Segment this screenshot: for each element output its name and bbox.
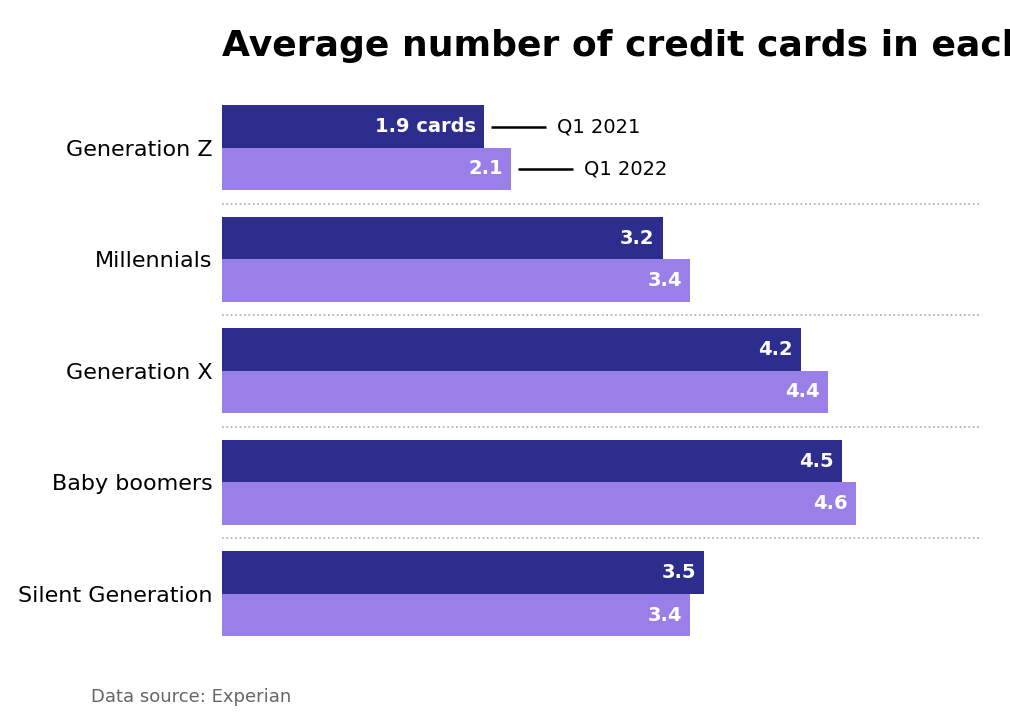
Text: Data source: Experian: Data source: Experian	[91, 688, 291, 706]
Bar	[222, 259, 691, 302]
Text: Q1 2022: Q1 2022	[585, 159, 668, 179]
Bar	[222, 552, 704, 594]
Text: 2.1: 2.1	[469, 159, 503, 179]
Text: 3.4: 3.4	[647, 606, 682, 624]
Bar	[222, 594, 691, 636]
Text: 3.5: 3.5	[662, 563, 696, 582]
Bar	[222, 482, 855, 525]
Text: 4.6: 4.6	[813, 494, 847, 513]
Text: 3.4: 3.4	[647, 271, 682, 290]
Bar	[222, 217, 663, 259]
Text: 4.5: 4.5	[799, 451, 833, 471]
Bar	[222, 148, 511, 190]
Text: 4.2: 4.2	[758, 340, 793, 359]
Text: 3.2: 3.2	[620, 228, 654, 248]
Text: 4.4: 4.4	[786, 382, 820, 402]
Bar	[222, 371, 828, 413]
Text: Q1 2021: Q1 2021	[557, 117, 640, 136]
Text: Average number of credit cards in each generation: Average number of credit cards in each g…	[222, 29, 1010, 63]
Bar	[222, 328, 801, 371]
Bar	[222, 105, 484, 148]
Text: 1.9 cards: 1.9 cards	[375, 117, 476, 136]
Bar	[222, 440, 842, 482]
